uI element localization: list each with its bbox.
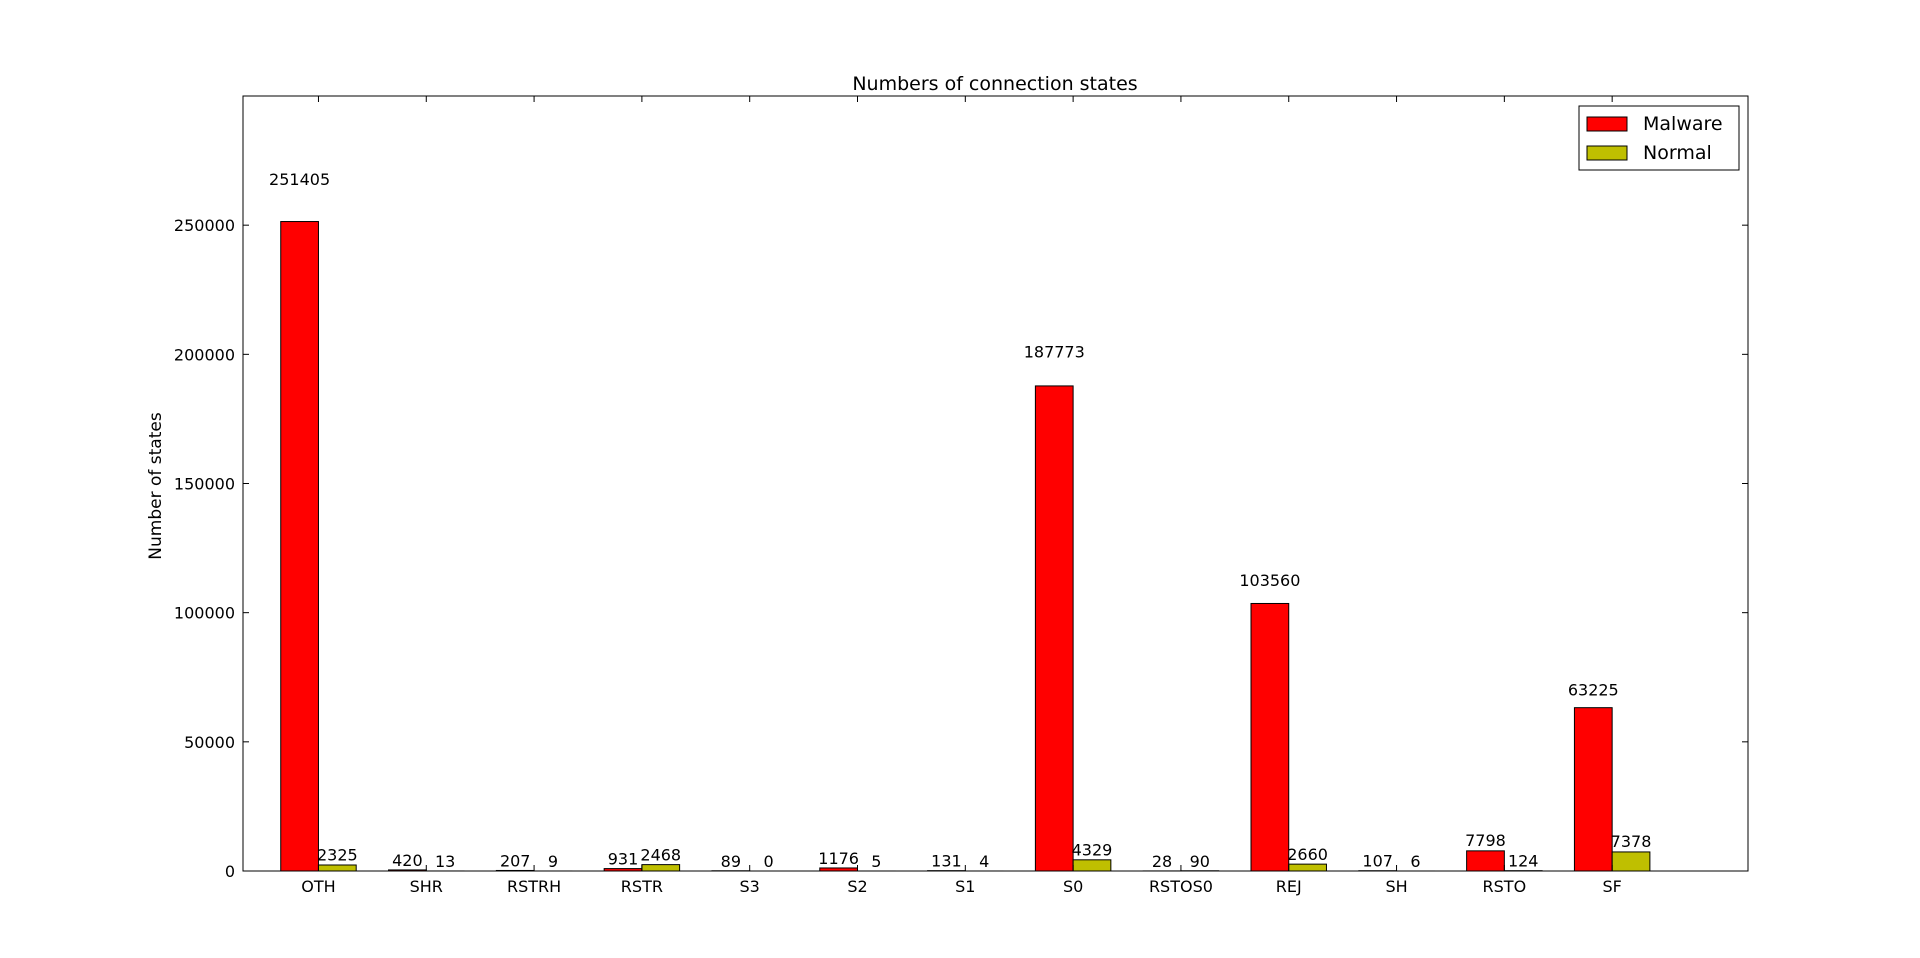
value-label-malware-shr: 420 <box>392 851 423 870</box>
value-label-normal-rsto: 124 <box>1508 852 1539 871</box>
plot-frame <box>242 95 1749 872</box>
x-tick-label-sh: SH <box>1385 877 1407 896</box>
bar-malware-rsto <box>1466 850 1505 872</box>
x-tick-label-rstos0: RSTOS0 <box>1149 877 1213 896</box>
legend: Malware Normal <box>1578 105 1740 171</box>
value-labels-layer: 251405 420 207 931 89 1176 131 187773 28 103560 10… <box>269 170 1651 871</box>
bar-malware-rej <box>1250 602 1290 872</box>
value-label-normal-s0: 4329 <box>1072 840 1113 859</box>
value-label-normal-sh: 6 <box>1410 852 1420 871</box>
value-label-malware-rstrh: 207 <box>500 851 531 870</box>
bars-layer <box>280 221 1651 872</box>
value-label-malware-s3: 89 <box>721 852 741 871</box>
x-tick-label-oth: OTH <box>301 877 335 896</box>
x-tick-label-rej: REJ <box>1276 877 1302 896</box>
value-label-normal-shr: 13 <box>435 852 455 871</box>
bar-normal-rej <box>1288 863 1327 872</box>
bar-malware-s0 <box>1034 385 1074 872</box>
legend-swatch-normal <box>1586 145 1628 161</box>
x-tick-label-sf: SF <box>1602 877 1621 896</box>
x-tick-label-shr: SHR <box>410 877 443 896</box>
x-tick-label-s1: S1 <box>955 877 975 896</box>
value-label-malware-s0: 187773 <box>1024 343 1085 362</box>
value-label-malware-s1: 131 <box>931 852 962 871</box>
value-label-malware-rstr: 931 <box>608 849 639 868</box>
value-label-malware-sf: 63225 <box>1568 681 1619 700</box>
y-tick-label: 50000 <box>184 733 235 752</box>
x-tick-label-s2: S2 <box>847 877 867 896</box>
value-label-malware-rej: 103560 <box>1239 571 1300 590</box>
x-tick-label-s0: S0 <box>1063 877 1083 896</box>
value-label-malware-oth: 251405 <box>269 170 330 189</box>
y-tick-label: 200000 <box>174 345 235 364</box>
bar-malware-sf <box>1573 707 1613 872</box>
value-label-normal-rstr: 2468 <box>640 845 681 864</box>
x-tick-label-rstrh: RSTRH <box>507 877 561 896</box>
value-label-normal-rstrh: 9 <box>548 852 558 871</box>
y-tick-label: 150000 <box>174 475 235 494</box>
value-label-malware-sh: 107 <box>1362 852 1393 871</box>
value-label-normal-oth: 2325 <box>317 846 358 865</box>
chart-title: Numbers of connection states <box>852 73 1137 95</box>
value-label-normal-s1: 4 <box>979 852 989 871</box>
bar-normal-oth <box>317 864 357 872</box>
legend-label-normal: Normal <box>1643 142 1712 164</box>
y-tick-label: 250000 <box>174 216 235 235</box>
value-label-malware-rsto: 7798 <box>1465 831 1506 850</box>
x-tick-label-rstr: RSTR <box>621 877 663 896</box>
value-label-normal-sf: 7378 <box>1611 832 1652 851</box>
value-label-malware-s2: 1176 <box>818 849 859 868</box>
x-tick-label-rsto: RSTO <box>1483 877 1527 896</box>
axes-layer: 0 50000 100000 150000 200000 250000 OTH SHR RSTR… <box>174 95 1749 896</box>
value-label-normal-s2: 5 <box>871 852 881 871</box>
bar-normal-sf <box>1611 851 1651 872</box>
bar-normal-s0 <box>1072 859 1112 872</box>
value-label-normal-rej: 2660 <box>1287 845 1328 864</box>
y-axis-label: Number of states <box>146 412 166 560</box>
legend-swatch-malware <box>1586 116 1628 132</box>
bar-malware-oth <box>280 221 319 872</box>
legend-label-malware: Malware <box>1643 113 1723 135</box>
y-tick-label: 0 <box>225 862 235 881</box>
value-label-malware-rstos0: 28 <box>1152 852 1172 871</box>
value-label-normal-s3: 0 <box>763 852 773 871</box>
value-label-normal-rstos0: 90 <box>1190 852 1210 871</box>
y-tick-label: 100000 <box>174 604 235 623</box>
x-tick-label-s3: S3 <box>740 877 760 896</box>
bar-normal-rstr <box>641 864 681 872</box>
